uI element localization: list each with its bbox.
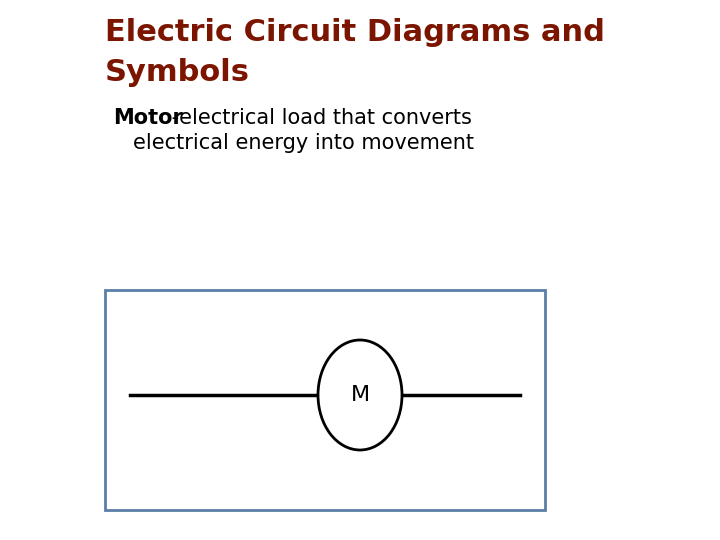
Text: M: M [351,385,369,405]
Ellipse shape [318,340,402,450]
Text: electrical energy into movement: electrical energy into movement [133,133,474,153]
Text: Electric Circuit Diagrams and: Electric Circuit Diagrams and [105,18,605,47]
Bar [105,290,545,510]
Text: Motor: Motor [113,108,183,128]
Text: -electrical load that converts: -electrical load that converts [165,108,472,128]
Text: Symbols: Symbols [105,58,250,87]
